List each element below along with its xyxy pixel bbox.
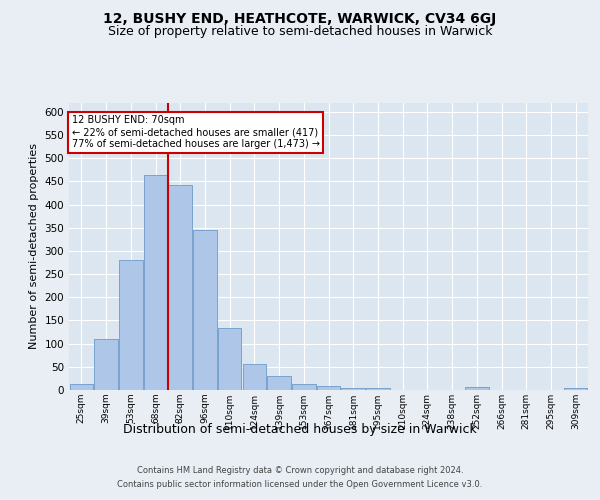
Bar [268,376,291,390]
Bar [366,388,389,390]
Bar [119,260,143,390]
Bar [341,388,365,390]
Bar [169,184,192,390]
Bar [317,386,340,390]
Bar [144,176,167,390]
Text: Contains public sector information licensed under the Open Government Licence v3: Contains public sector information licen… [118,480,482,489]
Text: Size of property relative to semi-detached houses in Warwick: Size of property relative to semi-detach… [108,25,492,38]
Bar [242,364,266,390]
Bar [94,339,118,390]
Bar [70,384,93,390]
Bar [193,230,217,390]
Text: 12, BUSHY END, HEATHCOTE, WARWICK, CV34 6GJ: 12, BUSHY END, HEATHCOTE, WARWICK, CV34 … [103,12,497,26]
Bar [292,384,316,390]
Bar [564,388,587,390]
Text: 12 BUSHY END: 70sqm
← 22% of semi-detached houses are smaller (417)
77% of semi-: 12 BUSHY END: 70sqm ← 22% of semi-detach… [71,116,320,148]
Text: Distribution of semi-detached houses by size in Warwick: Distribution of semi-detached houses by … [123,422,477,436]
Bar [465,387,488,390]
Text: Contains HM Land Registry data © Crown copyright and database right 2024.: Contains HM Land Registry data © Crown c… [137,466,463,475]
Bar [218,328,241,390]
Y-axis label: Number of semi-detached properties: Number of semi-detached properties [29,143,39,350]
